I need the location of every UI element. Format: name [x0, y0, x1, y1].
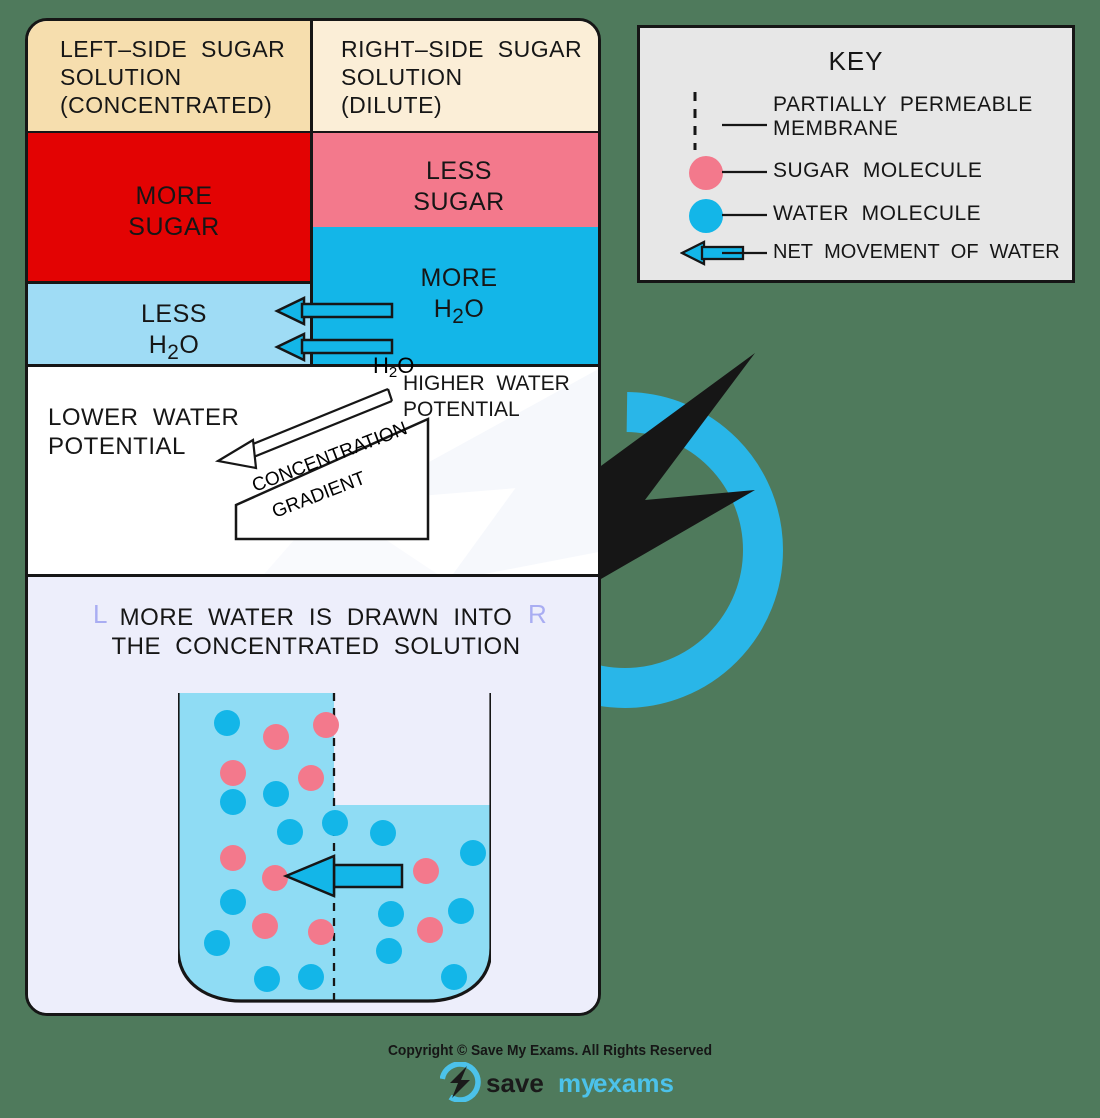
svg-text:my: my	[558, 1068, 596, 1098]
svg-text:save: save	[486, 1068, 544, 1098]
svg-text:H2O: H2O	[373, 353, 414, 381]
svg-text:exams: exams	[593, 1068, 674, 1098]
